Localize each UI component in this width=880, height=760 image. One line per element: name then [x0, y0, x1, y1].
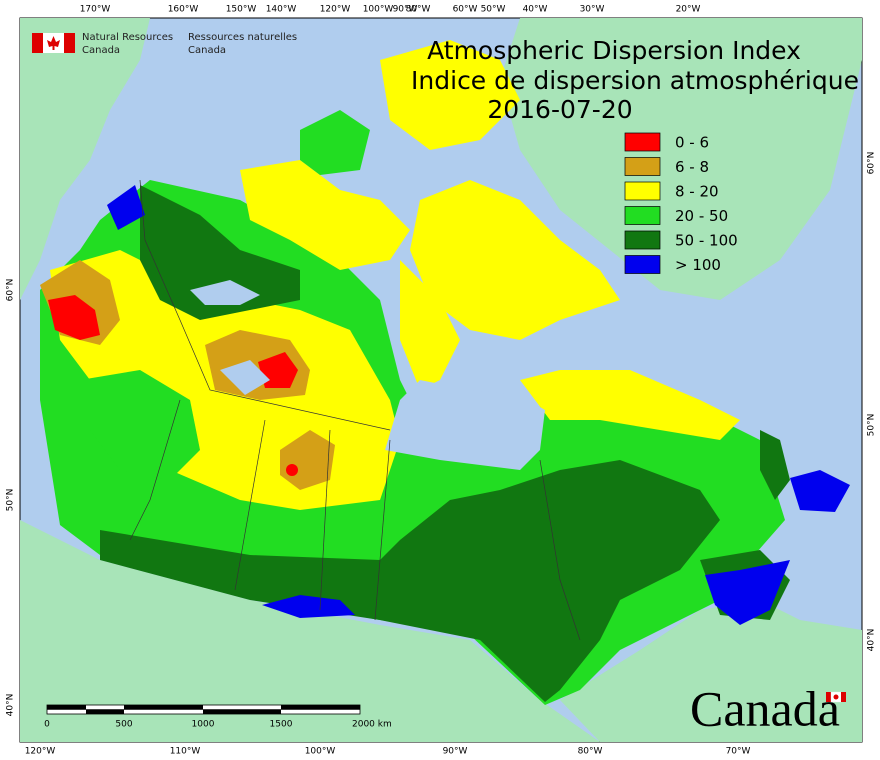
bottom-label: 90°W — [443, 747, 468, 757]
map-frame — [19, 17, 863, 743]
arctic-island — [300, 110, 370, 175]
scale-label: 500 — [115, 720, 132, 730]
top-label: 80°W — [406, 5, 431, 15]
zone-red — [48, 295, 100, 340]
scale-seg — [124, 705, 203, 710]
zone-green — [80, 370, 200, 480]
title: Atmospheric Dispersion Index — [427, 36, 801, 65]
scale-label: 0 — [44, 720, 50, 730]
zone-darkgreen — [760, 430, 790, 500]
zone-darkgreen — [100, 460, 720, 702]
border — [139, 179, 391, 431]
top-label: 90°W — [393, 5, 418, 15]
right-label: 60°N — [867, 152, 877, 175]
bottom-label: 120°W — [25, 747, 56, 757]
flag-bar — [64, 33, 75, 53]
scale-label: 2000 km — [352, 720, 392, 730]
maple-leaf — [833, 694, 839, 700]
zone-darkgreen — [140, 185, 300, 320]
zone-blue — [705, 560, 790, 625]
wordmark: Canada — [690, 680, 846, 736]
canada-wordmark: Canada — [690, 680, 840, 736]
top-label: 160°W — [168, 5, 199, 15]
legend-swatch — [624, 206, 661, 225]
usa-east — [560, 600, 862, 742]
alaska — [20, 18, 150, 300]
legend: 0 - 6 6 - 8 8 - 20 20 - 50 50 - 100 > 100 — [624, 132, 738, 274]
bottom-label: 100°W — [305, 747, 336, 757]
scale-seg — [281, 705, 360, 710]
bottom-label: 80°W — [578, 747, 603, 757]
left-label: 60°N — [6, 279, 16, 302]
left-label: 40°N — [6, 694, 16, 717]
zone-blue — [790, 470, 850, 512]
arctic-island — [240, 160, 410, 270]
top-label: 120°W — [320, 5, 351, 15]
greenland — [500, 18, 862, 300]
border — [129, 399, 181, 541]
zone-red — [286, 464, 298, 476]
graticule-labels: 170°W 160°W 150°W 140°W 120°W 100°W 90°W80°W 60… — [6, 5, 877, 757]
scale-label: 1000 — [192, 720, 215, 730]
scale-bar: 0 500 1000 1500 2000 km — [44, 704, 392, 730]
legend-label: 20 - 50 — [675, 207, 728, 225]
usa-west — [20, 520, 600, 742]
arctic-island — [410, 180, 620, 340]
legend-label: 6 - 8 — [675, 158, 709, 176]
left-label: 50°N — [6, 489, 16, 512]
right-label: 40°N — [867, 629, 877, 652]
border — [319, 429, 331, 611]
lake — [220, 360, 270, 395]
top-label: 170°W — [80, 5, 111, 15]
title: Indice de dispersion atmosphérique — [411, 66, 859, 95]
top-label: 60°W — [453, 5, 478, 15]
legend-swatch — [624, 230, 661, 250]
top-label: 20°W — [676, 5, 701, 15]
zone-blue — [107, 185, 145, 230]
border — [539, 459, 581, 641]
top-label: 30°W — [580, 5, 605, 15]
border — [234, 419, 266, 591]
date: 2016-07-20 — [487, 95, 632, 124]
legend-label: > 100 — [675, 256, 721, 274]
agency-en: Canada — [82, 45, 120, 56]
zone-blue — [262, 595, 355, 618]
legend-swatch — [624, 181, 661, 201]
flag-bar — [841, 692, 846, 702]
border — [374, 439, 391, 621]
top-label: 150°W — [226, 5, 257, 15]
scale-seg — [203, 709, 281, 714]
agency-logo: Natural Resources Canada Ressources natu… — [32, 32, 297, 56]
flag-bar — [826, 692, 831, 702]
legend-swatch — [624, 255, 661, 274]
top-label: 100°W — [363, 5, 394, 15]
hudson-bay — [385, 380, 545, 470]
arctic-island — [380, 40, 520, 150]
lake — [190, 280, 260, 305]
scale-label: 1500 — [270, 720, 293, 730]
agency-en: Natural Resources — [82, 32, 173, 43]
right-label: 50°N — [867, 414, 877, 437]
scale-seg — [86, 709, 124, 714]
top-label: 140°W — [266, 5, 297, 15]
top-label: 40°W — [523, 5, 548, 15]
legend-swatch — [624, 157, 661, 176]
arctic-island — [400, 260, 460, 390]
legend-swatch — [624, 132, 661, 152]
agency-fr: Canada — [188, 45, 226, 56]
legend-label: 0 - 6 — [675, 134, 709, 152]
scale-seg — [47, 705, 86, 710]
maple-leaf — [47, 36, 60, 50]
legend-label: 8 - 20 — [675, 183, 719, 201]
top-label: 50°W — [481, 5, 506, 15]
bottom-label: 70°W — [726, 747, 751, 757]
bottom-label: 110°W — [170, 747, 201, 757]
flag-bar — [32, 33, 43, 53]
agency-fr: Ressources naturelles — [188, 32, 297, 43]
legend-label: 50 - 100 — [675, 232, 738, 250]
labrador-yellow — [520, 370, 740, 440]
